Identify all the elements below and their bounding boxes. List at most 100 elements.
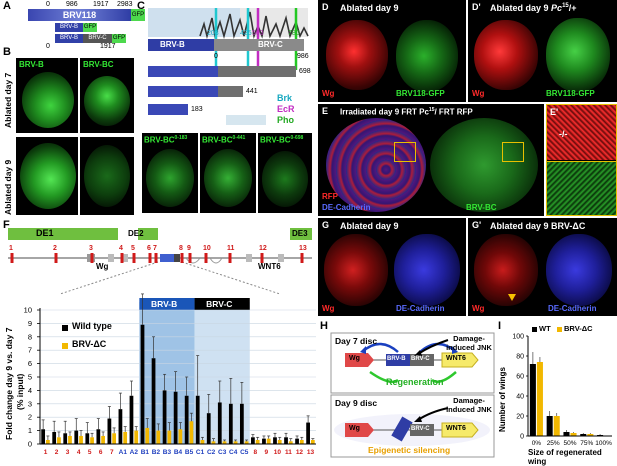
map-tick-12: [260, 253, 264, 263]
micro-label-698: BRV-BC0-698: [260, 135, 304, 145]
f-bar-wt-C1: [195, 395, 200, 444]
i-ylabel: Number of wings: [498, 367, 507, 432]
legend-dc-swatch: [62, 343, 68, 349]
map-number-7: 7: [153, 245, 157, 252]
map-tick-10: [204, 253, 208, 263]
peak-425: 425: [240, 30, 252, 37]
f-bar-wt-A1: [118, 409, 123, 444]
f-xtick-B1: B1: [141, 449, 150, 456]
f-bar-wt-B4: [173, 391, 178, 444]
g2-decad: DE-Cadherin: [548, 304, 597, 313]
map-tick-13: [300, 253, 304, 263]
micrograph-c-183: BRV-BC0-183: [142, 133, 198, 213]
e-decad: DE-Cadherin: [322, 203, 371, 212]
brvc-header-label: BRV-C: [206, 299, 233, 309]
i-ytick-60: 60: [516, 374, 524, 381]
map-tick-3: [90, 253, 94, 263]
f-bar-wt-B2: [151, 358, 156, 444]
f-bar-dc-B5: [189, 421, 194, 444]
f-ytick-7: 7: [28, 346, 32, 355]
f-bar-wt-C2: [206, 413, 211, 444]
g2-title: Ablated day 9 BRV-ΔC: [490, 221, 586, 231]
h-day9: Day 9 disc: [335, 398, 378, 408]
de3-label: DE3: [292, 229, 308, 238]
micrograph-c-698: BRV-BC0-698: [258, 133, 312, 213]
i-legend-wt: WT: [539, 324, 551, 333]
f-ytick-10: 10: [24, 306, 32, 315]
f-xtick-1: 1: [44, 449, 48, 456]
f-bar-dc-C3: [222, 441, 227, 444]
f-bar-wt-10: [273, 437, 277, 444]
i-ytick-0: 0: [520, 434, 524, 441]
micrograph-d: D Ablated day 9 Wg BRV118-GFP: [318, 0, 466, 102]
h-wnt6-2: WNT6: [446, 425, 466, 432]
map-number-5: 5: [131, 245, 135, 252]
f-bar-dc-C1: [200, 439, 205, 444]
f-bar-dc-6: [101, 435, 105, 444]
c-zero: 0: [214, 53, 218, 60]
h-brvc: BRV-C: [411, 356, 430, 362]
wg-gene-label: Wg: [96, 262, 109, 271]
coord-1917: 1917: [93, 1, 109, 8]
i-xtick-0%: 0%: [532, 440, 542, 447]
len-183: 183: [191, 106, 203, 113]
f-bar-wt-1: [41, 429, 46, 444]
de2-label: DE2: [128, 229, 144, 238]
f-xtick-13: 13: [307, 449, 315, 456]
brvb-bar-c: [148, 39, 214, 51]
f-bar-dc-12: [299, 439, 304, 444]
legend-ecr: EcR: [277, 104, 295, 114]
label-brvbc: BRV-BC: [83, 60, 114, 69]
f-xtick-C1: C1: [196, 449, 205, 456]
peak-503: 503: [252, 30, 264, 37]
f-xtick-7: 7: [110, 449, 114, 456]
f-bar-wt-B3: [162, 390, 167, 444]
label-brvb: BRV-B: [19, 60, 44, 69]
brvb-label-c: BRV-B: [160, 40, 185, 49]
f-xtick-6: 6: [99, 449, 103, 456]
scale-0: 0: [46, 43, 50, 50]
legend-pho: Pho: [277, 115, 294, 125]
f-bar-dc-B2: [156, 430, 161, 444]
e-rfp: RFP: [322, 192, 338, 201]
legend-brk: Brk: [277, 93, 293, 103]
f-bar-dc-1: [46, 439, 50, 444]
f-bar-wt-4: [74, 430, 79, 444]
map-tick-1: [10, 253, 14, 263]
legend-dc-label: BRV-ΔC: [72, 339, 107, 349]
h-wg-1: Wg: [349, 355, 360, 362]
map-number-1: 1: [9, 245, 13, 252]
brvb-bar-a: BRV-B: [55, 23, 83, 32]
g-title: Ablated day 9: [340, 221, 399, 231]
micro-label-183: BRV-BC0-183: [144, 135, 188, 145]
f-bar-dc-11: [288, 441, 293, 444]
i-ytick-80: 80: [516, 354, 524, 361]
i-xlabel: Size of regenerated wing: [528, 448, 602, 466]
f-bar-dc-13: [310, 439, 315, 444]
arrowhead-icon: [508, 294, 516, 301]
i-xtick-100%: 100%: [595, 440, 612, 447]
map-tick-9: [188, 253, 192, 263]
map-number-8: 8: [179, 245, 183, 252]
f-bar-dc-A1: [123, 431, 128, 444]
brvb-header: [139, 298, 195, 310]
coord-986: 986: [66, 1, 78, 8]
map-number-13: 13: [299, 245, 307, 252]
f-xtick-C5: C5: [240, 449, 249, 456]
coord-0: 0: [46, 1, 50, 8]
micrograph-d2: D' Ablated day 9 Pc15/+ Wg BRV118-GFP: [468, 0, 617, 102]
coord-2983: 2983: [117, 1, 133, 8]
f-xtick-12: 12: [296, 449, 304, 456]
f-xtick-11: 11: [285, 449, 292, 456]
f-ytick-5: 5: [28, 373, 32, 382]
panel-i-letter: I: [498, 320, 502, 332]
f-xtick-9: 9: [265, 449, 269, 456]
micrograph-e: E Irradiated day 9 FRT Pc15/ FRT RFP RFP…: [318, 104, 544, 216]
f-bar-wt-C5: [239, 403, 244, 444]
peak-203: 203: [207, 30, 219, 37]
f-bar-dc-9: [266, 438, 271, 444]
